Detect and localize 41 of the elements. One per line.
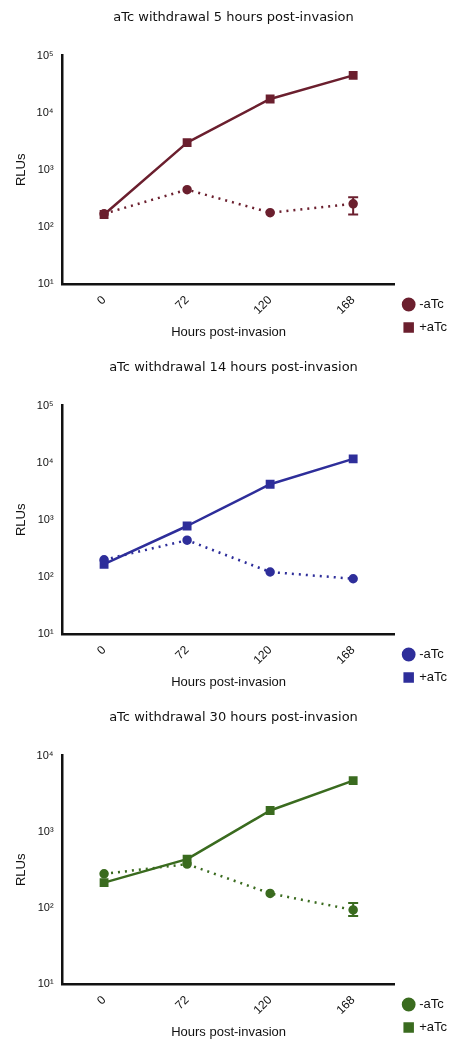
x-tick-label: 120	[250, 642, 275, 667]
x-axis-title: Hours post-invasion	[171, 673, 287, 689]
y-tick-label: 10⁴	[36, 455, 54, 468]
x-tick-label: 168	[333, 292, 358, 317]
y-tick-label: 10⁵	[36, 48, 54, 61]
legend-label: -aTc	[419, 996, 445, 1012]
legend-label: +aTc	[419, 319, 448, 335]
y-tick-label: 10¹	[37, 627, 54, 640]
y-tick-label: 10¹	[37, 277, 54, 290]
y-tick-label: 10⁵	[36, 398, 54, 411]
x-tick-label: 0	[93, 292, 109, 308]
y-axis-title: RLUs	[13, 153, 29, 187]
y-tick-label: 10¹	[37, 977, 54, 990]
legend-label: -aTc	[419, 296, 445, 312]
y-tick-label: 10³	[37, 512, 54, 525]
x-tick-label: 168	[333, 642, 358, 667]
chart-title: aTc withdrawal 30 hours post-invasion	[109, 709, 358, 725]
x-axis-title: Hours post-invasion	[171, 1023, 287, 1039]
y-axis-title: RLUs	[13, 853, 29, 887]
y-tick-label: 10²	[37, 219, 54, 232]
x-axis-title: Hours post-invasion	[171, 323, 287, 339]
chart-title: aTc withdrawal 5 hours post-invasion	[113, 9, 354, 25]
chart-title: aTc withdrawal 14 hours post-invasion	[109, 359, 358, 375]
legend-label: +aTc	[419, 669, 448, 685]
x-tick-label: 0	[93, 642, 109, 658]
y-tick-label: 10³	[37, 824, 54, 837]
x-tick-label: 120	[250, 992, 275, 1017]
x-tick-label: 72	[172, 292, 192, 313]
legend-label: +aTc	[419, 1019, 448, 1035]
x-tick-label: 120	[250, 292, 275, 317]
y-axis-title: RLUs	[13, 503, 29, 537]
x-tick-label: 168	[333, 992, 358, 1017]
y-tick-label: 10²	[37, 569, 54, 582]
y-tick-label: 10⁴	[36, 748, 54, 761]
y-tick-label: 10³	[37, 162, 54, 175]
x-tick-label: 72	[172, 642, 192, 663]
x-tick-label: 0	[93, 992, 109, 1008]
y-tick-label: 10²	[37, 900, 54, 913]
y-tick-label: 10⁴	[36, 105, 54, 118]
legend-label: -aTc	[419, 646, 445, 662]
x-tick-label: 72	[172, 992, 192, 1013]
